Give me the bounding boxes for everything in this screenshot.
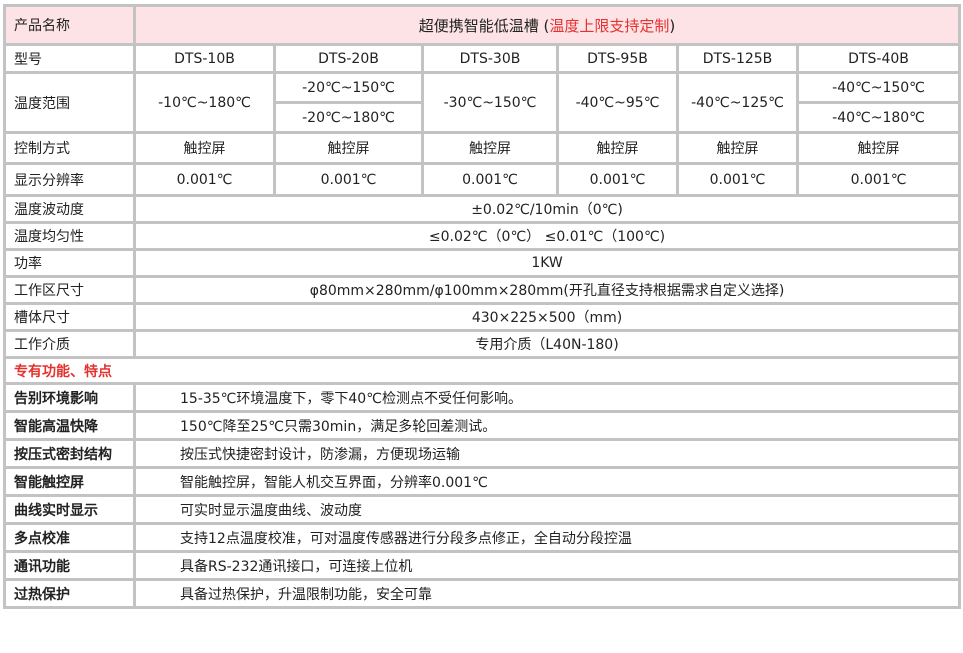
feature-value: 15-35℃环境温度下，零下40℃检测点不受任何影响。 — [132, 382, 962, 413]
range-cell: -40℃~150℃ — [795, 71, 962, 104]
resolution-cell: 0.001℃ — [273, 162, 424, 197]
row-label: 温度波动度 — [3, 194, 136, 224]
range-cell: -40℃~180℃ — [795, 101, 962, 134]
row-label: 工作区尺寸 — [3, 275, 136, 305]
row-label: 温度均匀性 — [3, 221, 136, 251]
section-row: 专有功能、特点 — [2, 356, 962, 385]
spec-value: ±0.02℃/10min（0℃) — [132, 194, 962, 224]
spec-row: 工作区尺寸 φ80mm×280mm/φ100mm×280mm(开孔直径支持根据需求… — [3, 275, 962, 305]
feature-label: 按压式密封结构 — [3, 438, 136, 469]
range-cell: -40℃~95℃ — [556, 71, 679, 134]
spec-value: ≤0.02℃（0℃） ≤0.01℃（100℃) — [132, 221, 962, 251]
feature-row: 智能高温快降 150℃降至25℃只需30min，满足多轮回差测试。 — [3, 410, 962, 441]
row-label: 显示分辨率 — [3, 162, 136, 197]
spec-row: 功率 1KW — [3, 248, 962, 278]
title-text: 超便携智能低温槽 ( — [418, 16, 550, 35]
resolution-cell: 0.001℃ — [556, 162, 679, 197]
feature-label: 告别环境影响 — [3, 382, 136, 413]
resolution-cell: 0.001℃ — [795, 162, 962, 197]
model-cell: DTS-95B — [556, 43, 679, 74]
control-cell: 触控屏 — [133, 131, 276, 165]
feature-row: 智能触控屏 智能触控屏，智能人机交互界面，分辨率0.001℃ — [3, 466, 962, 497]
control-row: 控制方式 触控屏 触控屏 触控屏 触控屏 触控屏 触控屏 — [3, 131, 962, 165]
resolution-row: 显示分辨率 0.001℃ 0.001℃ 0.001℃ 0.001℃ 0.001℃… — [3, 162, 962, 197]
feature-row: 曲线实时显示 可实时显示温度曲线、波动度 — [3, 494, 962, 525]
spec-row: 工作介质 专用介质（L40N-180) — [3, 329, 962, 359]
model-cell: DTS-30B — [421, 43, 559, 74]
feature-value: 可实时显示温度曲线、波动度 — [132, 494, 962, 525]
feature-value: 智能触控屏，智能人机交互界面，分辨率0.001℃ — [132, 466, 962, 497]
spec-table: 产品名称 超便携智能低温槽 (温度上限支持定制) 型号 DTS-10B DTS-… — [2, 4, 962, 609]
feature-value: 具备过热保护，升温限制功能，安全可靠 — [132, 578, 962, 609]
control-cell: 触控屏 — [273, 131, 424, 165]
row-label: 槽体尺寸 — [3, 302, 136, 332]
spec-row: 温度波动度 ±0.02℃/10min（0℃) — [3, 194, 962, 224]
range-cell: -10℃~180℃ — [133, 71, 276, 134]
feature-label: 通讯功能 — [3, 550, 136, 581]
spec-row: 槽体尺寸 430×225×500（mm) — [3, 302, 962, 332]
range-cell: -40℃~125℃ — [676, 71, 799, 134]
row-label: 型号 — [3, 43, 136, 74]
feature-label: 智能高温快降 — [3, 410, 136, 441]
row-label: 工作介质 — [3, 329, 136, 359]
feature-label: 过热保护 — [3, 578, 136, 609]
row-label: 温度范围 — [3, 71, 136, 134]
feature-row: 按压式密封结构 按压式快捷密封设计，防渗漏，方便现场运输 — [3, 438, 962, 469]
feature-label: 多点校准 — [3, 522, 136, 553]
feature-row: 多点校准 支持12点温度校准，可对温度传感器进行分段多点修正，全自动分段控温 — [3, 522, 962, 553]
feature-value: 按压式快捷密封设计，防渗漏，方便现场运输 — [132, 438, 962, 469]
control-cell: 触控屏 — [556, 131, 679, 165]
section-title: 专有功能、特点 — [2, 356, 962, 385]
range-cell: -20℃~180℃ — [273, 101, 424, 134]
feature-value: 支持12点温度校准，可对温度传感器进行分段多点修正，全自动分段控温 — [132, 522, 962, 553]
range-cell: -20℃~150℃ — [273, 71, 424, 104]
model-row: 型号 DTS-10B DTS-20B DTS-30B DTS-95B DTS-1… — [3, 43, 962, 74]
feature-label: 曲线实时显示 — [3, 494, 136, 525]
row-label: 功率 — [3, 248, 136, 278]
control-cell: 触控屏 — [795, 131, 962, 165]
range-cell: -30℃~150℃ — [421, 71, 559, 134]
feature-row: 告别环境影响 15-35℃环境温度下，零下40℃检测点不受任何影响。 — [3, 382, 962, 413]
spec-value: 430×225×500（mm) — [132, 302, 962, 332]
model-cell: DTS-10B — [133, 43, 276, 74]
resolution-cell: 0.001℃ — [676, 162, 799, 197]
range-row-2: -20℃~180℃ -40℃~180℃ — [5, 101, 962, 134]
resolution-cell: 0.001℃ — [133, 162, 276, 197]
range-row: 温度范围 -10℃~180℃ -20℃~150℃ -30℃~150℃ -40℃~… — [3, 71, 962, 134]
model-cell: DTS-40B — [795, 43, 962, 74]
row-label: 控制方式 — [3, 131, 136, 165]
product-title: 超便携智能低温槽 (温度上限支持定制) — [132, 4, 962, 46]
feature-row: 过热保护 具备过热保护，升温限制功能，安全可靠 — [3, 578, 962, 609]
feature-value: 150℃降至25℃只需30min，满足多轮回差测试。 — [132, 410, 962, 441]
spec-value: 专用介质（L40N-180) — [132, 329, 962, 359]
control-cell: 触控屏 — [421, 131, 559, 165]
model-cell: DTS-20B — [273, 43, 424, 74]
feature-label: 智能触控屏 — [3, 466, 136, 497]
spec-value: φ80mm×280mm/φ100mm×280mm(开孔直径支持根据需求自定义选择… — [132, 275, 962, 305]
model-cell: DTS-125B — [676, 43, 799, 74]
product-name-row: 产品名称 超便携智能低温槽 (温度上限支持定制) — [3, 4, 962, 46]
feature-row: 通讯功能 具备RS-232通讯接口，可连接上位机 — [3, 550, 962, 581]
product-name-label: 产品名称 — [3, 4, 136, 46]
control-cell: 触控屏 — [676, 131, 799, 165]
title-suffix: ) — [669, 16, 676, 35]
feature-value: 具备RS-232通讯接口，可连接上位机 — [132, 550, 962, 581]
spec-row: 温度均匀性 ≤0.02℃（0℃） ≤0.01℃（100℃) — [3, 221, 962, 251]
spec-value: 1KW — [132, 248, 962, 278]
title-highlight: 温度上限支持定制 — [549, 16, 670, 35]
resolution-cell: 0.001℃ — [421, 162, 559, 197]
